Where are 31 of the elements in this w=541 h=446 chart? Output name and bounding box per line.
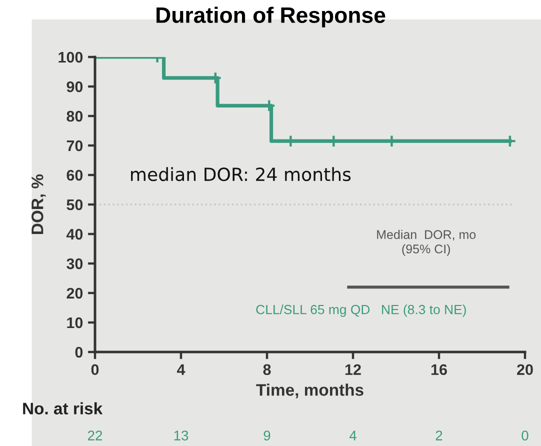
y-tick-label: 60 [66,170,83,181]
x-tick-label: 16 [431,364,447,376]
y-tick-label: 20 [66,288,83,299]
annotation: NE (8.3 to NE) [382,304,466,317]
text: 2 [436,430,442,440]
y-tick-label: 50 [66,199,83,210]
text: No. at risk [23,402,103,414]
x-tick-label: 4 [176,364,186,375]
x-tick-label: 20 [517,364,533,376]
y-axis-title: DOR, % [32,174,46,234]
y-tick-label: 40 [66,228,83,240]
annotation: median DOR: 24 months [131,167,351,182]
x-tick-label: 0 [91,364,99,376]
y-tick-label: 80 [66,110,83,122]
y-tick-label: 30 [66,258,83,270]
x-tick-label: 8 [263,364,271,376]
y-tick-label: 10 [67,317,83,328]
y-tick-label: 100 [58,52,83,63]
y-tick-label: 0 [75,346,83,358]
x-tick-label: 12 [345,364,361,375]
annotation: Median DOR, mo (95% CI) [377,230,476,256]
chart-title: Duration of Response [156,6,386,28]
text: 13 [174,430,188,440]
text: 9 [264,430,270,440]
text: 0 [522,430,528,440]
text: 4 [349,430,356,440]
y-tick-label: 90 [66,81,83,92]
text: 22 [88,430,102,440]
x-axis-title: Time, months [256,384,364,398]
text: CLL/SLL 65 mg QD [256,304,370,317]
y-tick-label: 70 [66,140,83,152]
